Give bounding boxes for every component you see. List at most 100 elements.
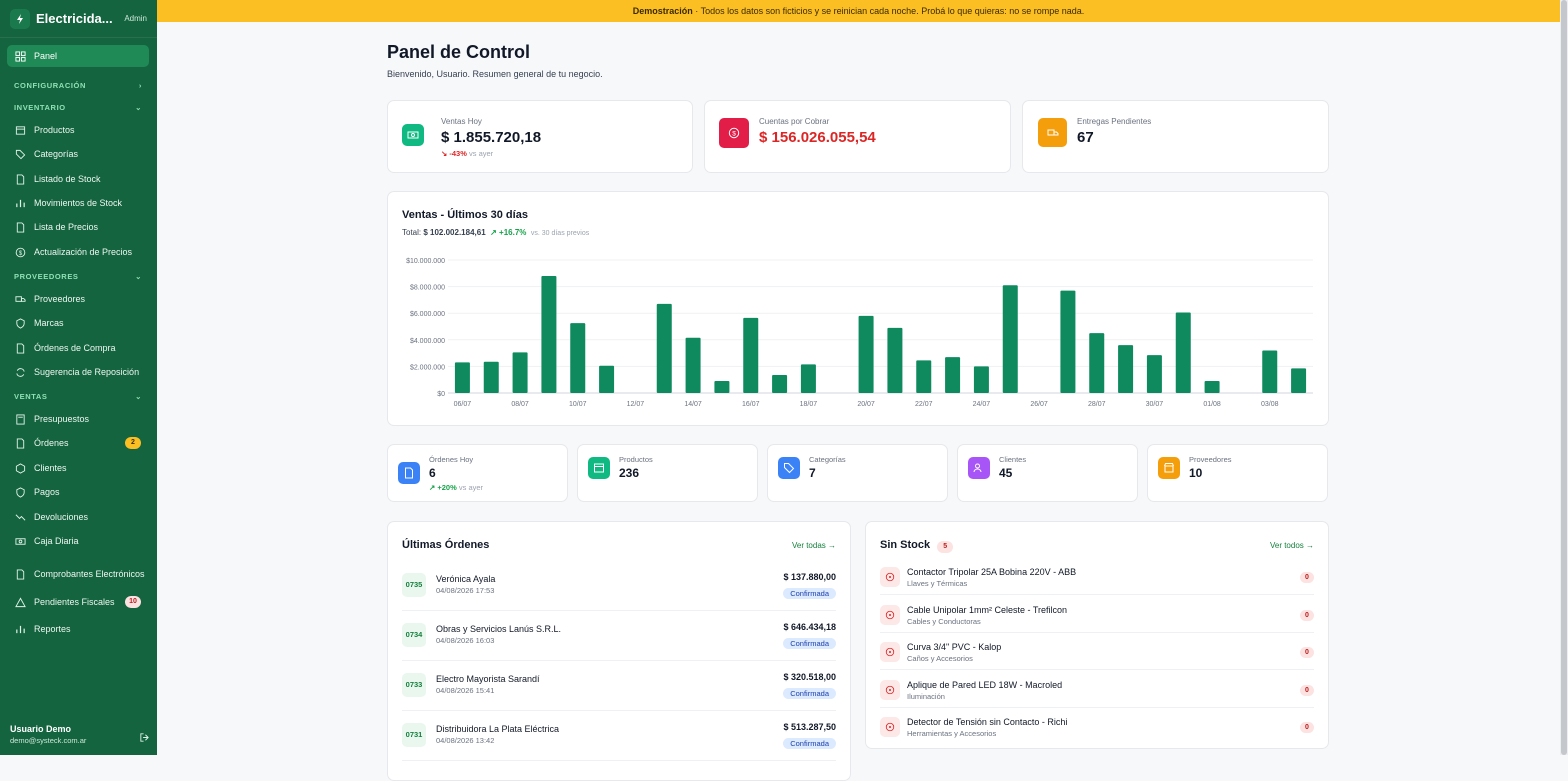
chart-bar[interactable] (1146, 355, 1162, 393)
orders-view-all-link[interactable]: Ver todas → (791, 541, 836, 550)
badge-check-icon (16, 317, 25, 329)
sidebar-item-clientes[interactable]: Clientes (7, 457, 149, 479)
chart-bar[interactable] (714, 381, 730, 393)
y-tick-label: $0 (437, 391, 445, 398)
stock-row[interactable]: Curva 3/4" PVC - Kalop Caños y Accesorios… (880, 633, 1314, 670)
scrollbar[interactable] (1560, 0, 1568, 755)
chart-bar[interactable] (772, 375, 788, 393)
section-inventario[interactable]: INVENTARIO ⌄ (14, 103, 142, 112)
stock-product-name: Contactor Tripolar 25A Bobina 220V - ABB (907, 567, 1077, 577)
sidebar-item-panel[interactable]: Panel (7, 45, 149, 67)
stock-count-badge: 5 (937, 541, 954, 553)
sidebar-item-label: Lista de Precios (34, 221, 99, 232)
chart-bar[interactable] (599, 365, 615, 393)
sidebar-item-label: Movimientos de Stock (34, 197, 123, 208)
x-tick-label: 14/07 (684, 401, 702, 408)
sidebar-item-sugerencia[interactable]: Sugerencia de Reposición (7, 361, 149, 383)
chart-bar[interactable] (973, 366, 989, 393)
mini-label: Proveedores (1189, 455, 1232, 464)
orders-title: Últimas Órdenes (402, 539, 490, 551)
order-customer: Verónica Ayala (436, 574, 496, 584)
tag-icon (15, 149, 26, 159)
sidebar-item-movimientos[interactable]: Movimientos de Stock (7, 192, 149, 214)
section-ventas[interactable]: VENTAS ⌄ (14, 392, 142, 401)
sidebar-item-pagos[interactable]: Pagos (7, 481, 149, 503)
sidebar-item-marcas[interactable]: Marcas (7, 312, 149, 334)
chart-bar[interactable] (1175, 312, 1191, 393)
chart-bar[interactable] (656, 303, 672, 393)
chart-bar[interactable] (512, 352, 528, 393)
chart-bar[interactable] (800, 364, 816, 393)
sidebar-item-comprobantes[interactable]: Comprobantes Electrónicos (7, 559, 149, 589)
stock-row[interactable]: Contactor Tripolar 25A Bobina 220V - ABB… (880, 558, 1314, 595)
scrollbar-thumb[interactable] (1561, 0, 1567, 755)
mini-value: 10 (1189, 466, 1203, 480)
chart-bar[interactable] (541, 275, 557, 393)
sidebar-item-actualizacion-precios[interactable]: $ Actualización de Precios (7, 241, 149, 263)
x-tick-label: 06/07 (454, 401, 472, 408)
chart-bar[interactable] (858, 315, 874, 393)
chart-bar[interactable] (1291, 368, 1307, 393)
section-configuracion[interactable]: CONFIGURACIÓN › (14, 81, 142, 90)
chart-bar[interactable] (1118, 345, 1134, 393)
chart-bar[interactable] (483, 361, 499, 393)
sidebar-item-label: Pagos (34, 486, 60, 497)
stock-title-text: Sin Stock (880, 539, 931, 551)
badge-check-icon (16, 486, 25, 498)
sidebar-item-label: Órdenes (34, 437, 69, 448)
x-tick-label: 30/07 (1146, 401, 1164, 408)
sidebar: Electricida... Admin Panel CONFIGURACIÓN… (0, 0, 157, 755)
user-profile: Usuario Demo demo@systeck.com.ar (10, 724, 150, 745)
sidebar-item-productos[interactable]: Productos (7, 119, 149, 141)
stock-row[interactable]: Detector de Tensión sin Contacto - Richi… (880, 708, 1314, 745)
sidebar-item-caja[interactable]: Caja Diaria (7, 530, 149, 552)
stock-card: Sin Stock 5 Ver todos → Contactor Tripol… (865, 521, 1329, 749)
orders-card: Últimas Órdenes Ver todas → 0735 Verónica… (387, 521, 851, 781)
brand-name[interactable]: Electricida... (36, 11, 113, 26)
status-badge: Confirmada (783, 738, 836, 749)
chart-bar[interactable] (743, 317, 759, 393)
sidebar-item-categorias[interactable]: Categorías (7, 143, 149, 165)
sidebar-item-pendientes[interactable]: Pendientes Fiscales 10 (7, 591, 149, 613)
chart-bar[interactable] (916, 360, 932, 393)
stock-row[interactable]: Cable Unipolar 1mm² Celeste - Trefilcon C… (880, 596, 1314, 633)
sidebar-item-ordenes-compra[interactable]: Órdenes de Compra (7, 337, 149, 359)
order-row[interactable]: 0733 Electro Mayorista Sarandí 04/08/2026 … (402, 662, 836, 711)
status-badge: Confirmada (783, 638, 836, 649)
sidebar-item-reportes[interactable]: Reportes (7, 618, 149, 640)
page-subtitle: Bienvenido, Usuario. Resumen general de … (387, 69, 603, 79)
chart-bar[interactable] (1060, 290, 1076, 393)
chart-bar[interactable] (1204, 381, 1220, 393)
sidebar-item-proveedores[interactable]: Proveedores (7, 288, 149, 310)
chart-bar[interactable] (945, 357, 961, 393)
y-tick-label: $10.000.000 (406, 258, 445, 265)
order-row[interactable]: 0735 Verónica Ayala 04/08/2026 17:53 $ 137.… (402, 562, 836, 611)
chart-bar[interactable] (454, 362, 470, 393)
change-value: -43% (449, 149, 467, 158)
order-row[interactable]: 0731 Distribuidora La Plata Eléctrica 04/0… (402, 712, 836, 761)
chart-bar[interactable] (1262, 350, 1278, 393)
section-proveedores[interactable]: PROVEEDORES ⌄ (14, 272, 142, 281)
sidebar-item-lista-precios[interactable]: Lista de Precios (7, 216, 149, 238)
sidebar-item-presupuestos[interactable]: Presupuestos (7, 408, 149, 430)
sidebar-item-devoluciones[interactable]: Devoluciones (7, 506, 149, 528)
stock-view-all-link[interactable]: Ver todos → (1269, 541, 1314, 550)
status-badge: Confirmada (783, 588, 836, 599)
chart-bar[interactable] (1002, 285, 1018, 393)
chart-bar[interactable] (570, 323, 586, 393)
sidebar-item-ordenes[interactable]: Órdenes 2 (7, 432, 149, 454)
order-date: 04/08/2026 13:42 (436, 736, 495, 745)
stock-category: Herramientas y Accesorios (907, 729, 997, 738)
file-icon (16, 221, 25, 233)
sidebar-item-listado-stock[interactable]: Listado de Stock (7, 168, 149, 190)
stock-product-name: Aplique de Pared LED 18W - Macroled (907, 679, 1063, 690)
order-row[interactable]: 0734 Obras y Servicios Lanús S.R.L. 04/08/… (402, 612, 836, 661)
chart-bar[interactable] (887, 327, 903, 393)
stock-category: Iluminación (907, 691, 945, 701)
stat-value: $ 1.855.720,18 (441, 129, 542, 146)
chart-title: Ventas - Últimos 30 días (402, 209, 528, 221)
stock-row[interactable]: Aplique de Pared LED 18W - Macroled Ilumi… (880, 671, 1314, 708)
logout-icon[interactable] (139, 730, 150, 748)
chart-bar[interactable] (685, 337, 701, 393)
chart-bar[interactable] (1089, 333, 1105, 393)
